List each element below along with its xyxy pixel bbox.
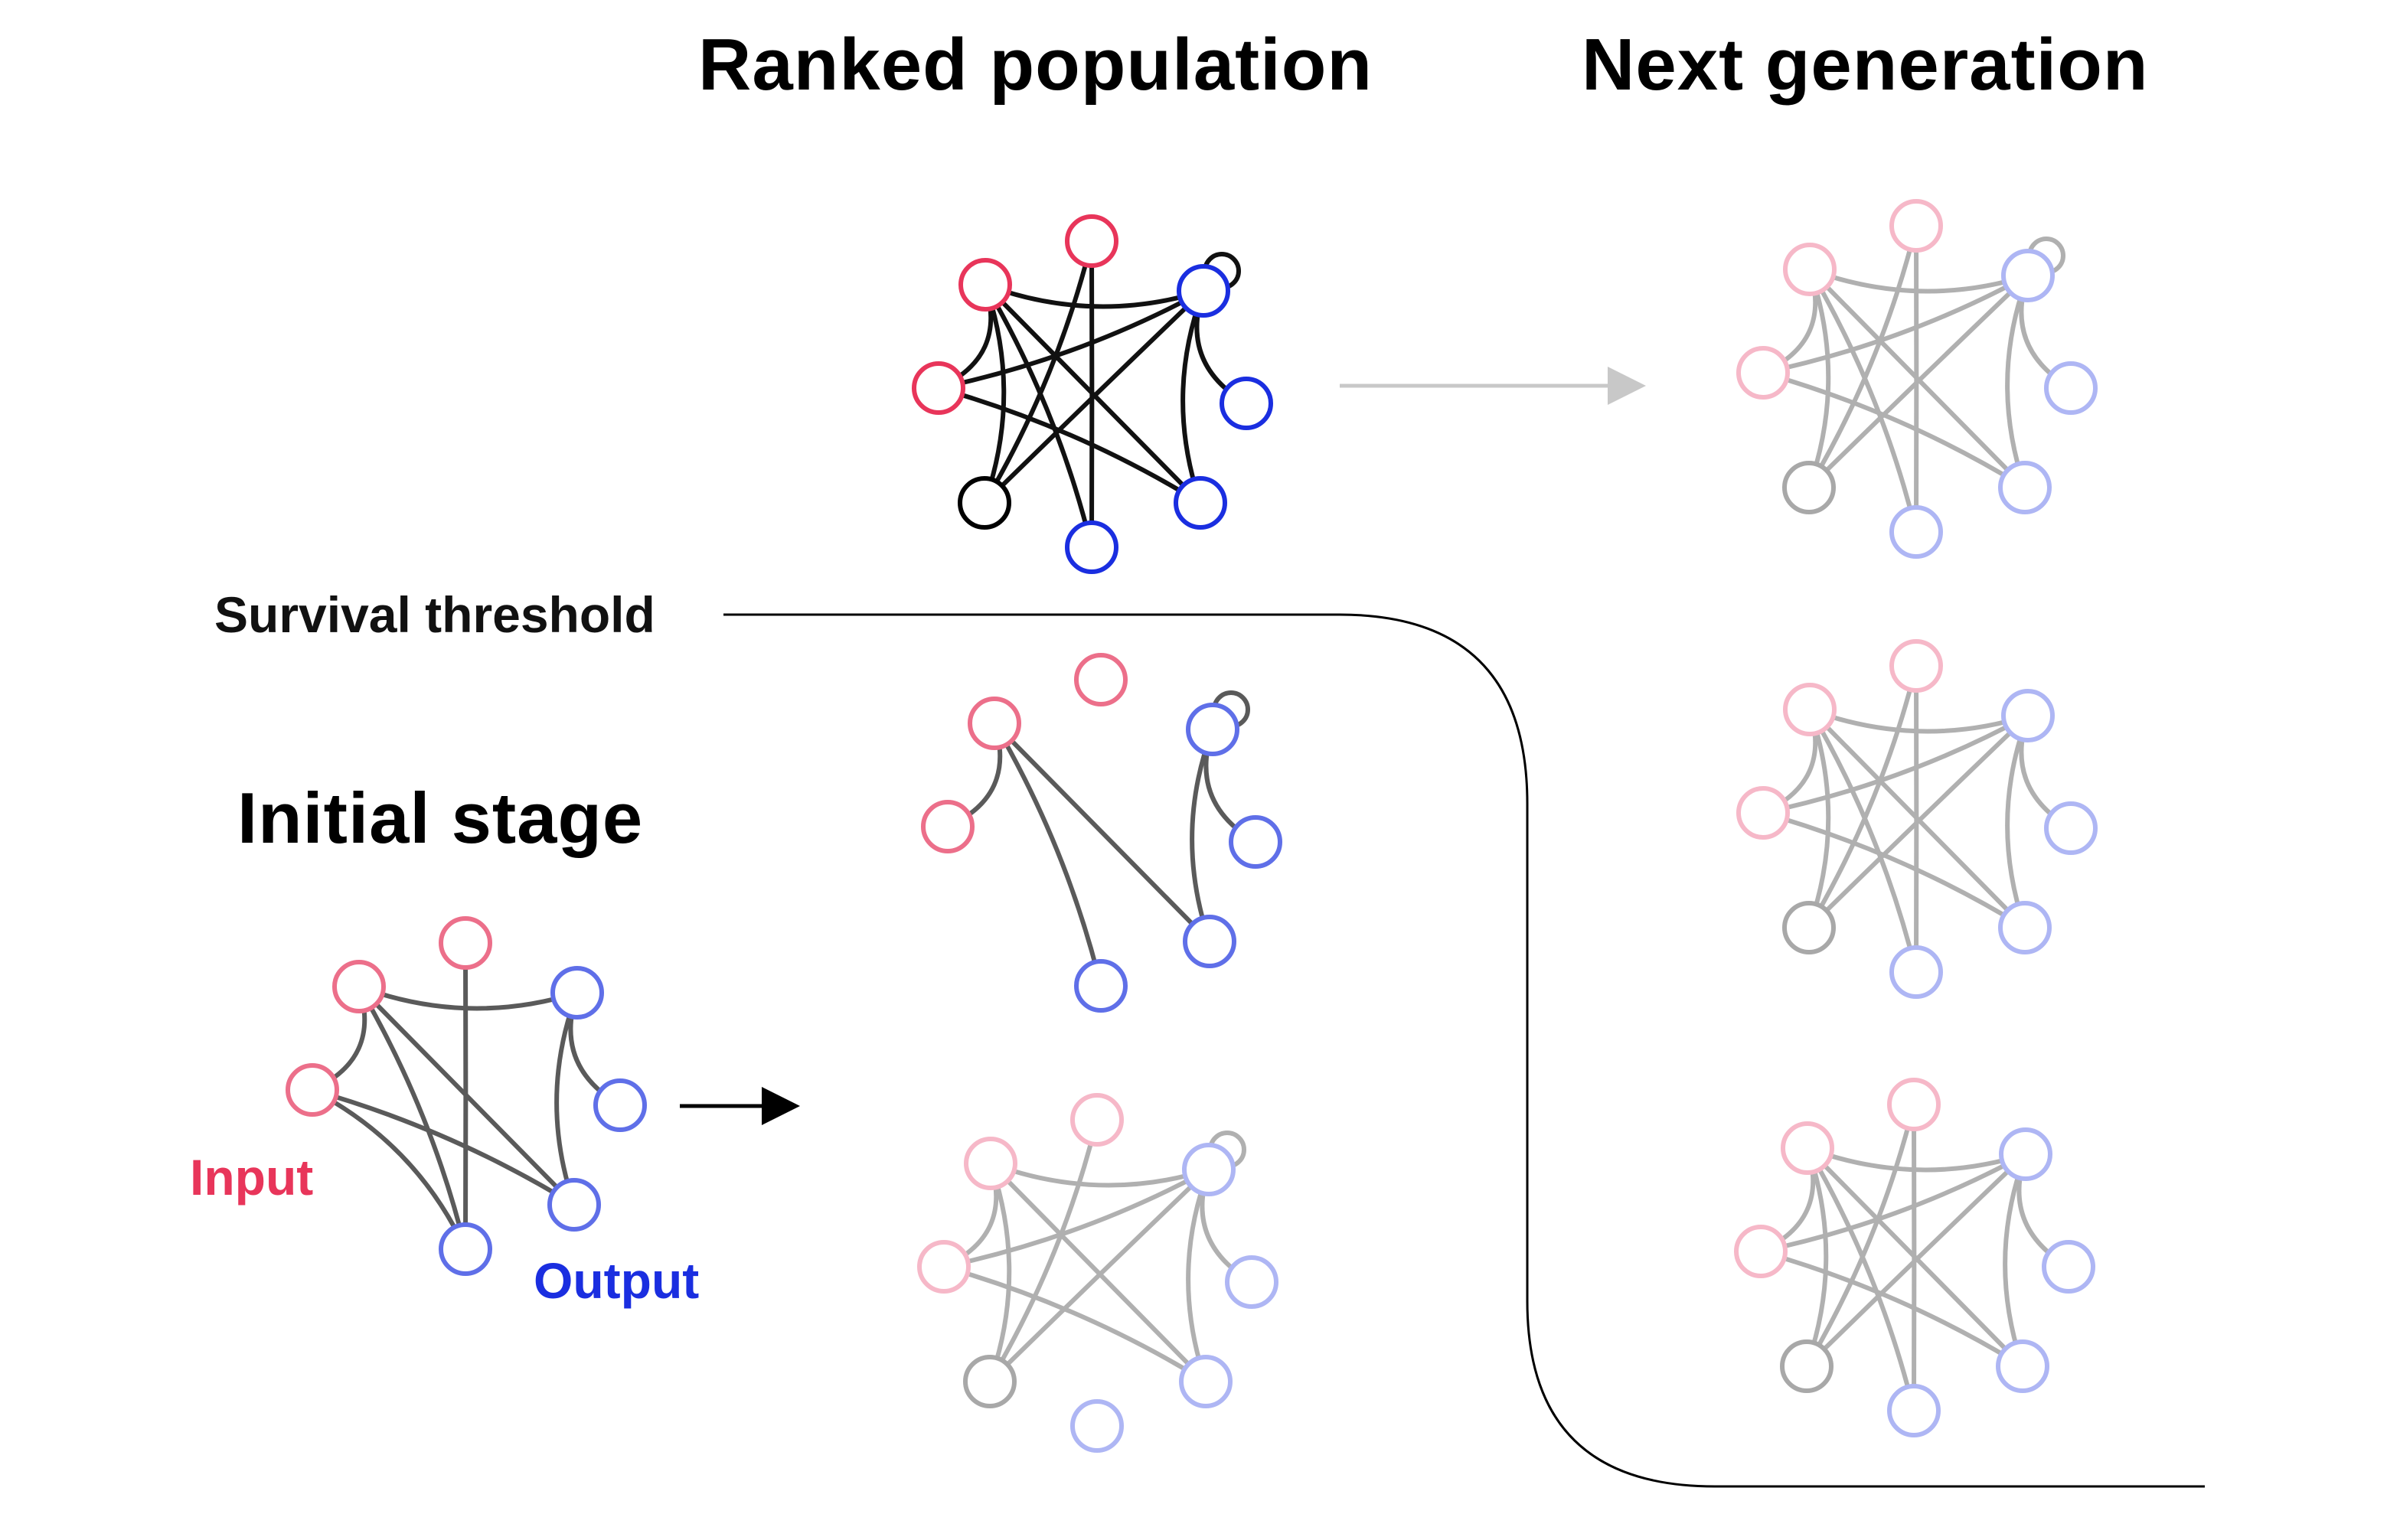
ranked-population-title: Ranked population bbox=[698, 23, 1373, 107]
input-node bbox=[914, 364, 963, 413]
input-label: Input bbox=[190, 1148, 313, 1206]
output-node bbox=[2001, 1130, 2050, 1179]
output-node bbox=[1067, 523, 1116, 572]
input-node bbox=[1073, 1095, 1122, 1144]
output-node bbox=[1179, 266, 1228, 315]
connection-edge bbox=[359, 987, 465, 1249]
output-node bbox=[550, 1180, 599, 1229]
connection-edge bbox=[2007, 276, 2028, 488]
output-node bbox=[1892, 507, 1941, 556]
output-node bbox=[1181, 1357, 1230, 1406]
output-node bbox=[2044, 1242, 2093, 1291]
next-generation-title: Next generation bbox=[1582, 23, 2148, 107]
input-node bbox=[1889, 1080, 1938, 1129]
input-node bbox=[1739, 788, 1788, 837]
hidden-node bbox=[1785, 903, 1834, 952]
connection-edge bbox=[1188, 1170, 1209, 1382]
connection-edge bbox=[2007, 716, 2028, 928]
output-node bbox=[441, 1225, 490, 1274]
output-node bbox=[2003, 691, 2052, 740]
output-node bbox=[2000, 463, 2049, 512]
input-node bbox=[1076, 655, 1125, 704]
input-node bbox=[919, 1242, 968, 1291]
input-node bbox=[1785, 245, 1834, 294]
next-gen-network-3 bbox=[1736, 1080, 2093, 1435]
input-node bbox=[966, 1139, 1015, 1188]
ranked-network-3 bbox=[919, 1095, 1276, 1450]
output-node bbox=[596, 1081, 645, 1130]
output-node bbox=[1231, 817, 1280, 866]
hidden-node bbox=[1782, 1342, 1831, 1391]
output-node bbox=[1227, 1258, 1276, 1307]
connection-edge bbox=[1183, 291, 1203, 503]
next-gen-network-1 bbox=[1739, 201, 2095, 556]
output-node bbox=[1185, 917, 1234, 966]
input-node bbox=[1892, 641, 1941, 690]
input-node bbox=[1739, 348, 1788, 397]
output-node bbox=[2046, 364, 2095, 413]
output-label: Output bbox=[534, 1251, 699, 1310]
connection-edge bbox=[994, 723, 1101, 986]
output-node bbox=[2000, 903, 2049, 952]
input-node bbox=[1892, 201, 1941, 250]
input-node bbox=[1785, 685, 1834, 734]
output-node bbox=[1998, 1342, 2047, 1391]
output-node bbox=[1176, 478, 1225, 527]
connection-edge bbox=[359, 987, 577, 1008]
output-node bbox=[1073, 1401, 1122, 1450]
survival-threshold-line bbox=[723, 615, 2205, 1486]
input-node bbox=[1067, 217, 1116, 266]
survival-threshold-label: Survival threshold bbox=[214, 586, 655, 644]
output-node bbox=[1184, 1145, 1233, 1194]
output-node bbox=[1889, 1386, 1938, 1435]
connection-edge bbox=[1192, 729, 1213, 941]
next-gen-network-2 bbox=[1739, 641, 2095, 997]
output-node bbox=[1892, 948, 1941, 997]
hidden-node bbox=[960, 478, 1009, 527]
hidden-node bbox=[1785, 463, 1834, 512]
connection-edge bbox=[985, 285, 1203, 306]
output-node bbox=[1222, 379, 1271, 428]
input-node bbox=[288, 1065, 337, 1114]
initial-network bbox=[288, 918, 645, 1274]
connection-edge bbox=[994, 723, 1210, 941]
output-node bbox=[1076, 961, 1125, 1010]
connection-edge bbox=[1807, 1148, 2026, 1170]
initial-stage-title: Initial stage bbox=[237, 777, 643, 860]
connection-edge bbox=[2005, 1154, 2026, 1366]
ranked-network-2 bbox=[923, 655, 1280, 1010]
hidden-node bbox=[965, 1357, 1014, 1406]
input-node bbox=[441, 918, 490, 967]
connection-edge bbox=[1810, 710, 2028, 731]
output-node bbox=[2003, 251, 2052, 300]
connection-edge bbox=[1810, 269, 2028, 291]
input-node bbox=[1736, 1227, 1785, 1276]
connection-edge bbox=[991, 1163, 1209, 1185]
input-node bbox=[335, 962, 384, 1011]
connection-edge bbox=[557, 993, 577, 1205]
input-node bbox=[970, 699, 1019, 748]
output-node bbox=[553, 968, 602, 1017]
output-node bbox=[1188, 705, 1237, 754]
connection-edge bbox=[312, 1090, 574, 1205]
output-node bbox=[2046, 804, 2095, 853]
input-node bbox=[923, 802, 972, 851]
input-node bbox=[1783, 1124, 1832, 1173]
ranked-network-1 bbox=[914, 217, 1271, 572]
input-node bbox=[961, 260, 1010, 309]
